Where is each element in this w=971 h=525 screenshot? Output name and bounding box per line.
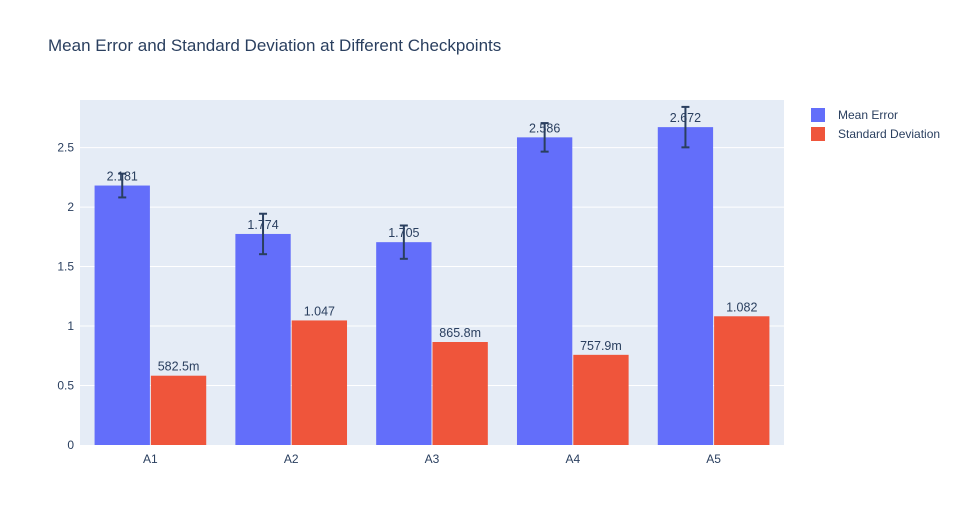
bar-labels: 2.181 1.774 1.705 2.586 2.672 582.5m 1.047 865.… bbox=[107, 111, 758, 374]
bar-value-label: 1.705 bbox=[388, 226, 419, 240]
bar bbox=[94, 185, 150, 446]
legend-swatch bbox=[811, 108, 825, 122]
bar bbox=[291, 320, 348, 445]
legend: Mean Error Standard Deviation bbox=[811, 108, 940, 141]
legend-item-label: Standard Deviation bbox=[838, 127, 940, 141]
y-tick-label: 0 bbox=[67, 438, 74, 452]
bar bbox=[150, 375, 207, 445]
x-tick-label: A1 bbox=[143, 452, 158, 466]
bar-value-label: 1.082 bbox=[726, 300, 757, 314]
error-bars bbox=[118, 105, 690, 260]
y-tick-label: 2 bbox=[67, 200, 74, 214]
bar-value-label: 582.5m bbox=[158, 360, 200, 374]
bar-value-label: 2.672 bbox=[670, 111, 701, 125]
y-tick-label: 1.5 bbox=[57, 260, 74, 274]
x-tick-label: A3 bbox=[425, 452, 440, 466]
bar-value-label: 865.8m bbox=[439, 326, 481, 340]
legend-swatch bbox=[811, 127, 825, 141]
bar-value-label: 1.774 bbox=[247, 218, 278, 232]
y-axis: 0 0.5 1 1.5 2 2.5 bbox=[57, 141, 74, 452]
x-tick-label: A2 bbox=[284, 452, 299, 466]
chart-title: Mean Error and Standard Deviation at Dif… bbox=[48, 36, 501, 55]
x-tick-label: A4 bbox=[565, 452, 580, 466]
bar bbox=[432, 341, 488, 445]
bar bbox=[657, 127, 714, 445]
bar bbox=[516, 137, 573, 446]
bar-value-label: 2.181 bbox=[107, 170, 138, 184]
bar-value-label: 2.586 bbox=[529, 121, 560, 135]
bar-value-label: 1.047 bbox=[304, 304, 335, 318]
x-tick-label: A5 bbox=[706, 452, 721, 466]
bar bbox=[235, 233, 291, 445]
y-tick-label: 0.5 bbox=[57, 379, 74, 393]
y-tick-label: 2.5 bbox=[57, 141, 74, 155]
bar bbox=[376, 242, 432, 445]
bar bbox=[714, 316, 770, 445]
y-tick-label: 1 bbox=[67, 319, 74, 333]
bar-value-label: 757.9m bbox=[580, 339, 622, 353]
legend-item-label: Mean Error bbox=[838, 108, 898, 122]
x-axis: A1 A2 A3 A4 A5 bbox=[143, 452, 721, 466]
bars bbox=[94, 127, 770, 446]
bar bbox=[573, 354, 629, 445]
